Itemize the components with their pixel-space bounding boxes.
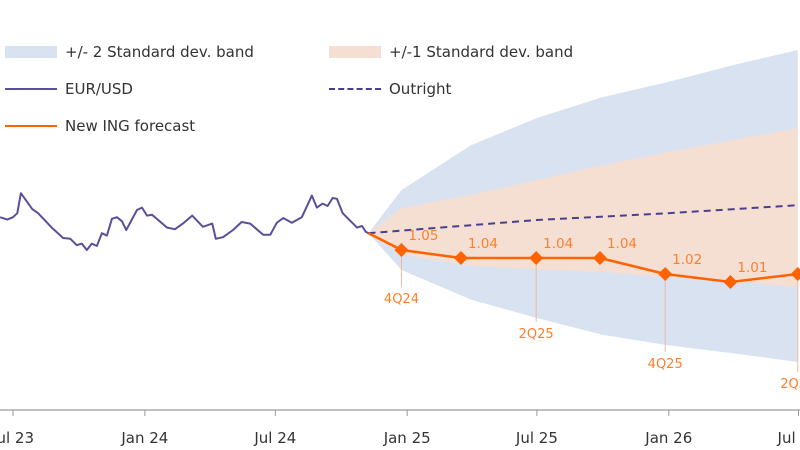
forecast-value-label: 1.05 [408, 228, 438, 244]
forecast-line [367, 232, 798, 284]
forecast-diamond [658, 267, 673, 281]
legend-swatch-band1 [329, 46, 381, 58]
legend-swatch-spot [5, 88, 57, 90]
legend-label-spot: EUR/USD [65, 80, 133, 98]
forecast-value-label: 1.02 [672, 252, 702, 268]
outright-line [368, 204, 798, 235]
bands [368, 50, 798, 362]
forecast-value-label: 1.04 [543, 236, 573, 252]
legend-item-spot: EUR/USD [5, 80, 133, 98]
forecast-value-label: 1.04 [607, 236, 637, 252]
x-tick-label: Jan 26 [644, 429, 692, 447]
legend-swatch-band2 [5, 46, 57, 58]
legend-label-band2: +/- 2 Standard dev. band [65, 43, 254, 61]
forecast-diamond [453, 251, 468, 265]
legend-item-outright: Outright [329, 80, 451, 98]
forecast-diamond [529, 251, 544, 265]
forecast-value-label: 1.04 [468, 236, 498, 252]
legend-item-band2: +/- 2 Standard dev. band [5, 43, 254, 61]
eurusd-line [0, 192, 369, 251]
x-tick-label: Jul 25 [515, 429, 558, 447]
x-axis: Jul 23 Jan 24 Jul 24 Jan 25 Jul 25 Jan 26 Jul … [0, 409, 800, 447]
forecast-quarter-label: 4Q24 [384, 292, 419, 307]
legend-item-band1: +/-1 Standard dev. band [329, 43, 573, 61]
x-tick-label: Jul 23 [0, 429, 34, 447]
legend-swatch-outright [329, 88, 381, 90]
legend-label-forecast: New ING forecast [65, 117, 196, 135]
forecast-diamond [394, 243, 409, 257]
legend-label-outright: Outright [389, 80, 452, 98]
forecast-quarter-label: 2Q25 [519, 327, 554, 342]
x-tick-label: Jan 25 [383, 429, 431, 447]
legend-swatch-forecast [5, 125, 57, 127]
lines [0, 192, 798, 284]
band-1sd [368, 128, 798, 287]
forecast-quarter-label: 4Q25 [648, 357, 683, 372]
forecast-marks: 4Q24 1.05 1.04 2Q25 1.04 1.04 4Q25 1.02 1.01 2Q26… [384, 228, 800, 392]
x-tick-label: Jan 24 [120, 429, 168, 447]
forecast-diamond [790, 267, 800, 281]
legend-label-band1: +/-1 Standard dev. band [389, 43, 574, 61]
x-tick-label: Jul 26 [777, 429, 800, 447]
forecast-diamond [592, 251, 607, 265]
x-tick-label: Jul 24 [253, 429, 296, 447]
legend-item-forecast: New ING forecast [5, 117, 195, 135]
forecast-quarter-label: 2Q26 [780, 377, 800, 392]
forecast-diamond [723, 275, 738, 289]
forecast-value-label: 1.01 [737, 260, 767, 276]
